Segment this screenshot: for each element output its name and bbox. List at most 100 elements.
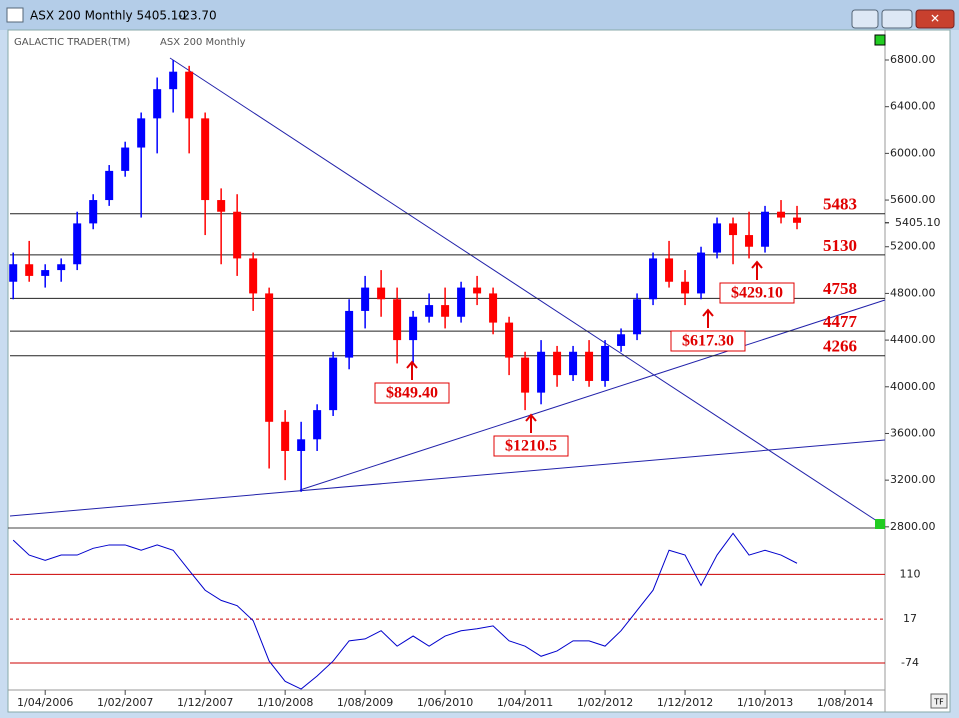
level-label: 5483 (823, 195, 857, 214)
minimize-button[interactable] (851, 9, 879, 29)
candle-body (153, 89, 162, 119)
candle-body (329, 357, 338, 411)
candle-body (585, 351, 594, 381)
candle-body (489, 293, 498, 323)
candle-body (729, 223, 738, 236)
candle-body (201, 118, 210, 201)
candle-body (297, 439, 306, 451)
candle-body (665, 258, 674, 282)
y-tick-label: 6400.00 (890, 100, 936, 113)
x-tick-label: 1/12/2007 (177, 696, 233, 709)
candle-body (617, 334, 626, 346)
panel-marker[interactable] (874, 34, 886, 46)
candle-body (777, 211, 786, 218)
annotation: $849.40 (386, 385, 438, 402)
level-label: 4266 (823, 337, 857, 356)
x-tick-label: 1/06/2010 (417, 696, 473, 709)
candle-body (569, 351, 578, 376)
annotation-box (374, 382, 450, 404)
y-tick-label: 5200.00 (890, 240, 936, 253)
y-tick-label: 110 (900, 567, 921, 580)
candle-body (505, 322, 514, 358)
panel-marker[interactable] (875, 519, 885, 529)
annotation: $429.10 (731, 285, 783, 302)
x-tick-label: 1/12/2012 (657, 696, 713, 709)
y-tick-label: -74 (901, 656, 919, 669)
candle-body (745, 235, 754, 247)
candle-body (601, 345, 610, 381)
tf-button[interactable] (930, 693, 948, 709)
candle-body (169, 71, 178, 90)
y-tick-label: 6000.00 (890, 146, 936, 159)
candle-body (249, 258, 258, 294)
y-tick-label: 3600.00 (890, 426, 936, 439)
candle-body (105, 170, 114, 201)
trend-line (9, 439, 886, 517)
candle-body (425, 305, 434, 317)
x-tick-label: 1/10/2013 (737, 696, 793, 709)
chart-subtitle: ASX 200 Monthly (160, 37, 246, 48)
candle-body (121, 147, 130, 171)
annotation-arrow (406, 360, 418, 380)
candle-body (793, 217, 802, 223)
candle-body (713, 223, 722, 253)
candle-body (9, 264, 18, 282)
candle-body (393, 299, 402, 341)
maximize-button[interactable] (881, 9, 913, 29)
indicator-line (12, 532, 798, 690)
candle-body (457, 287, 466, 317)
candle-body (441, 305, 450, 317)
level-label: 5130 (823, 236, 857, 255)
y-tick-label: 3200.00 (890, 473, 936, 486)
y-tick-label: 4400.00 (890, 333, 936, 346)
candle-body (73, 223, 82, 265)
level-label: 4477 (823, 312, 858, 331)
candle-body (281, 421, 290, 451)
y-tick-label: 5600.00 (890, 193, 936, 206)
window-title: ASX 200 Monthly 5405.10 (30, 9, 186, 23)
x-tick-label: 1/10/2008 (257, 696, 313, 709)
app-icon (6, 7, 24, 23)
annotation-arrow (751, 260, 763, 280)
y-tick-label: 17 (903, 612, 917, 625)
x-tick-label: 1/04/2006 (17, 696, 73, 709)
candle-body (521, 357, 530, 393)
candle-body (409, 316, 418, 341)
candle-body (537, 351, 546, 393)
close-button[interactable] (915, 9, 955, 29)
y-tick-label: 6800.00 (890, 53, 936, 66)
annotation-arrow (525, 413, 537, 433)
x-tick-label: 1/08/2014 (817, 696, 873, 709)
candle-body (89, 200, 98, 224)
candle-body (345, 310, 354, 358)
annotation: $617.30 (682, 333, 734, 350)
chart-header: GALACTIC TRADER(TM) (14, 37, 130, 48)
x-tick-label: 1/04/2011 (497, 696, 553, 709)
annotation-arrow (702, 308, 714, 328)
x-tick-label: 1/08/2009 (337, 696, 393, 709)
title-bar (0, 0, 959, 30)
candle-body (137, 118, 146, 148)
last-price-label: 5405.10 (895, 216, 941, 229)
candle-body (697, 252, 706, 294)
candle-body (265, 293, 274, 422)
candle-body (233, 211, 242, 259)
trend-line (299, 299, 886, 491)
y-tick-label: 2800.00 (890, 520, 936, 533)
candle-body (313, 410, 322, 440)
chart-area (7, 29, 951, 713)
candle-body (473, 287, 482, 294)
candle-body (681, 281, 690, 294)
candle-body (57, 264, 66, 271)
tf-label: TF (933, 698, 944, 707)
candle-body (553, 351, 562, 376)
trend-line (169, 57, 881, 524)
annotation-box (493, 435, 569, 457)
candle-body (377, 287, 386, 300)
window-change: -23.70 (178, 9, 217, 23)
y-tick-label: 4800.00 (890, 286, 936, 299)
candle-body (649, 258, 658, 300)
x-tick-label: 1/02/2007 (97, 696, 153, 709)
candle-body (761, 211, 770, 247)
x-tick-label: 1/02/2012 (577, 696, 633, 709)
